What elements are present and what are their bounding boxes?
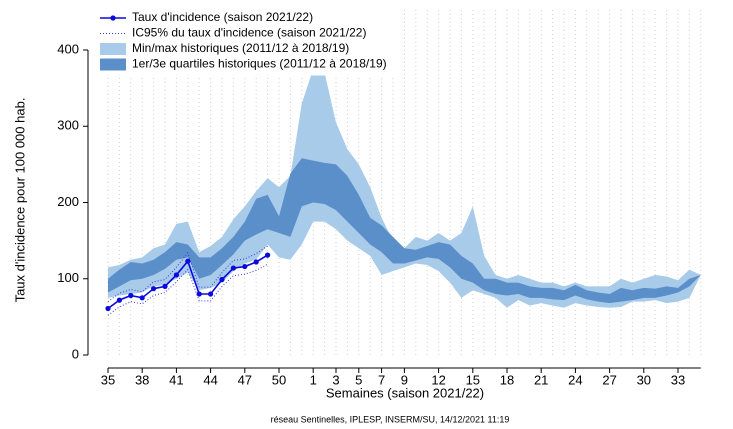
x-tick-label: 21 bbox=[534, 372, 548, 387]
legend-swatch bbox=[100, 58, 126, 71]
x-tick-label: 12 bbox=[431, 372, 445, 387]
y-tick-label: 0 bbox=[72, 346, 79, 361]
legend-label: 1er/3e quartiles historiques (2011/12 à … bbox=[132, 57, 387, 71]
legend-box bbox=[95, 7, 397, 76]
band bbox=[108, 158, 701, 304]
x-tick-label: 24 bbox=[568, 372, 582, 387]
y-tick-label: 300 bbox=[57, 118, 79, 133]
legend-label: Taux d'incidence (saison 2021/22) bbox=[132, 10, 313, 24]
x-tick-label: 35 bbox=[101, 372, 115, 387]
point bbox=[162, 283, 168, 289]
x-tick-label: 30 bbox=[637, 372, 651, 387]
y-axis-label: Taux d'incidence pour 100 000 hab. bbox=[12, 98, 27, 303]
point bbox=[265, 252, 271, 258]
point bbox=[196, 291, 202, 297]
x-tick-label: 44 bbox=[203, 372, 217, 387]
point bbox=[219, 276, 225, 283]
band bbox=[108, 69, 701, 308]
point bbox=[242, 263, 248, 270]
point bbox=[151, 286, 157, 292]
y-tick-label: 100 bbox=[57, 270, 79, 285]
x-tick-label: 7 bbox=[378, 372, 385, 387]
legend-swatch bbox=[110, 15, 116, 21]
x-tick-label: 5 bbox=[355, 372, 362, 387]
line bbox=[107, 245, 268, 303]
x-tick-label: 47 bbox=[238, 372, 252, 387]
point bbox=[116, 297, 122, 303]
x-tick-label: 41 bbox=[169, 372, 183, 387]
point bbox=[230, 265, 236, 271]
y-tick-label: 200 bbox=[57, 194, 79, 209]
x-tick-label: 3 bbox=[332, 372, 339, 387]
point bbox=[208, 291, 214, 297]
point bbox=[253, 259, 259, 265]
x-tick-label: 50 bbox=[272, 372, 286, 387]
line bbox=[107, 263, 268, 316]
point bbox=[128, 292, 134, 299]
x-tick-label: 9 bbox=[401, 372, 408, 387]
point bbox=[105, 305, 111, 312]
footer: réseau Sentinelles, IPLESP, INSERM/SU, 1… bbox=[271, 414, 510, 424]
x-tick-label: 38 bbox=[135, 372, 149, 387]
point bbox=[173, 272, 179, 278]
point bbox=[139, 295, 145, 301]
x-tick-label: 33 bbox=[671, 372, 685, 387]
legend-swatch bbox=[100, 43, 126, 55]
x-tick-label: 18 bbox=[500, 372, 514, 387]
x-tick-label: 15 bbox=[466, 372, 480, 387]
y-tick-label: 400 bbox=[57, 41, 79, 56]
x-tick-label: 27 bbox=[602, 372, 616, 387]
x-tick-label: 1 bbox=[310, 372, 317, 387]
x-axis-label: Semaines (saison 2021/22) bbox=[326, 385, 484, 400]
legend-label: Min/max historiques (2011/12 à 2018/19) bbox=[132, 41, 349, 55]
point bbox=[185, 258, 191, 264]
legend-label: IC95% du taux d'incidence (saison 2021/2… bbox=[132, 26, 366, 40]
